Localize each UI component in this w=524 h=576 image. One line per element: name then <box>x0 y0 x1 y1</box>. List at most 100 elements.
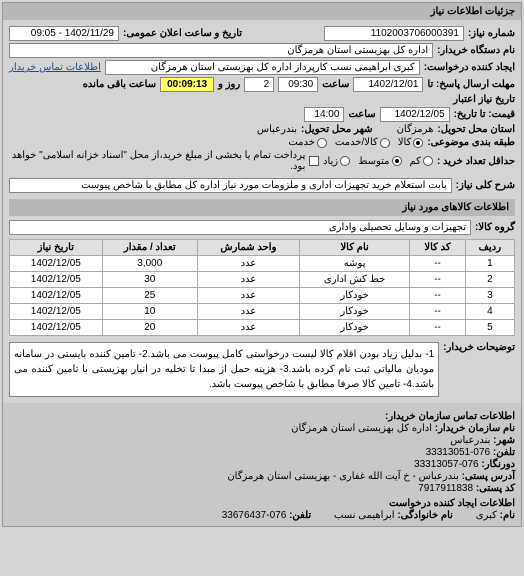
crit-mid[interactable]: متوسط <box>358 156 401 167</box>
table-cell: عدد <box>197 256 299 272</box>
table-row: 2--خط کش اداریعدد301402/12/05 <box>10 272 515 288</box>
deadline-time: 09:30 <box>278 77 318 92</box>
c-phone-value: 076-33676437 <box>222 510 287 521</box>
table-header: نام کالا <box>299 240 409 256</box>
table-cell: 1402/12/05 <box>10 288 103 304</box>
org-value: اداره کل بهزیستی استان هرمزگان <box>291 423 432 434</box>
lastname-label: نام خانوادگی: <box>397 510 453 521</box>
lastname-value: ابراهیمی نسب <box>334 510 395 521</box>
table-header: تعداد / مقدار <box>102 240 197 256</box>
table-cell: -- <box>410 256 465 272</box>
time-label-1: ساعت <box>322 79 349 90</box>
city-value: بندرعباس <box>257 124 297 135</box>
table-header: تاریخ نیاز <box>10 240 103 256</box>
announce-label: تاریخ و ساعت اعلان عمومی: <box>123 28 242 39</box>
radio-icon <box>380 138 390 148</box>
table-row: 4--خودکارعدد101402/12/05 <box>10 304 515 320</box>
radio-service[interactable]: خدمت <box>288 137 327 148</box>
table-cell: عدد <box>197 304 299 320</box>
radio-service-goods[interactable]: کالا/خدمت <box>335 137 390 148</box>
deadline-label: مهلت ارسال پاسخ: تا <box>427 79 515 90</box>
radio-icon <box>392 156 402 166</box>
price-date: 1402/12/05 <box>380 107 450 122</box>
table-row: 1--پوشهعدد3,0001402/12/05 <box>10 256 515 272</box>
postal-label: آدرس پستی: <box>462 471 515 482</box>
radio-icon <box>340 156 350 166</box>
details-panel: جزئیات اطلاعات نیاز شماره نیاز: 11020037… <box>2 2 522 527</box>
table-body: 1--پوشهعدد3,0001402/12/052--خط کش اداریع… <box>10 256 515 336</box>
payment-note: پرداخت تمام یا بخشی از مبلغ خرید،از محل … <box>9 150 305 172</box>
payment-checkbox[interactable] <box>309 156 319 166</box>
table-header: واحد شمارش <box>197 240 299 256</box>
deadline-date: 1402/12/01 <box>353 77 423 92</box>
group-field: تجهیزات و وسایل تحصیلی واداری <box>9 220 471 235</box>
contact-link[interactable]: اطلاعات تماس خریدار <box>9 62 101 73</box>
buyer-field: اداره کل بهزیستی استان هرمزگان <box>9 43 433 58</box>
table-cell: پوشه <box>299 256 409 272</box>
crit-low[interactable]: کم <box>410 156 433 167</box>
days-label: روز و <box>218 79 240 90</box>
c-city-label: شهر: <box>493 435 515 446</box>
table-cell: 2 <box>465 272 514 288</box>
contact-title: اطلاعات تماس سازمان خریدار: <box>9 411 515 422</box>
announce-field: 1402/11/29 - 09:05 <box>9 26 119 41</box>
postal-value: بندرعباس - خ آیت الله غفاری - بهزیستی اس… <box>227 471 458 482</box>
table-cell: عدد <box>197 320 299 336</box>
radio-goods[interactable]: کالا <box>398 137 424 148</box>
contact-section: اطلاعات تماس سازمان خریدار: نام سازمان خ… <box>3 403 521 526</box>
table-cell: 1402/12/05 <box>10 304 103 320</box>
number-field: 1102003706000391 <box>324 26 464 41</box>
table-cell: خودکار <box>299 320 409 336</box>
criticality-group: کم متوسط زیاد <box>323 156 433 167</box>
price-label: قیمت: تا تاریخ: <box>454 109 515 120</box>
table-cell: 3 <box>465 288 514 304</box>
radio-icon <box>317 138 327 148</box>
table-header-row: ردیفکد کالانام کالاواحد شمارشتعداد / مقد… <box>10 240 515 256</box>
phone-value: 076-33313051 <box>426 447 491 458</box>
province-value: هرمزگان <box>397 124 434 135</box>
table-cell: عدد <box>197 288 299 304</box>
subject-field: بابت استعلام خرید تجهیزات اداری و ملزوما… <box>9 178 452 193</box>
remain-label: ساعت باقی مانده <box>83 79 156 90</box>
province-label: استان محل تحویل: <box>437 124 515 135</box>
table-cell: 1402/12/05 <box>10 320 103 336</box>
table-row: 3--خودکارعدد251402/12/05 <box>10 288 515 304</box>
category-radio-group: کالا کالا/خدمت خدمت <box>288 137 423 148</box>
time-label-2: ساعت <box>348 109 375 120</box>
table-cell: 1402/12/05 <box>10 272 103 288</box>
name-label: نام: <box>500 510 515 521</box>
table-cell: 30 <box>102 272 197 288</box>
table-cell: 5 <box>465 320 514 336</box>
criticality-label: حداقل تعداد خرید : <box>437 156 515 167</box>
fax-value: 076-33313057 <box>414 459 479 470</box>
table-header: ردیف <box>465 240 514 256</box>
table-cell: 1 <box>465 256 514 272</box>
desc-text: 1- بدلیل زیاد بودن اقلام کالا لیست درخوا… <box>9 342 439 397</box>
city-label: شهر محل تحویل: <box>301 124 373 135</box>
main-content: شماره نیاز: 1102003706000391 تاریخ و ساع… <box>3 20 521 403</box>
phone-label: تلفن: <box>493 447 515 458</box>
table-row: 5--خودکارعدد201402/12/05 <box>10 320 515 336</box>
validity-label: تاریخ نیاز اعتبار <box>453 94 515 105</box>
c-phone-label: تلفن: <box>289 510 311 521</box>
radio-icon <box>413 138 423 148</box>
requester-field: کبری ابراهیمی نسب کارپرداز اداره کل بهزی… <box>105 60 420 75</box>
c-city-value: بندرعباس <box>450 435 490 446</box>
category-label: طبقه بندی موضوعی: <box>427 137 515 148</box>
subject-label: شرح کلی نیاز: <box>456 180 515 191</box>
table-cell: 20 <box>102 320 197 336</box>
requester-label: ایجاد کننده درخواست: <box>424 62 515 73</box>
table-cell: 1402/12/05 <box>10 256 103 272</box>
creator-section: اطلاعات ایجاد کننده درخواست <box>9 498 515 509</box>
fax-label: دورنگار: <box>481 459 515 470</box>
name-value: کبری <box>476 510 497 521</box>
desc-label: توضیحات خریدار: <box>443 342 515 353</box>
zip-label: کد پستی: <box>476 483 515 494</box>
countdown: 00:09:13 <box>160 77 214 92</box>
table-cell: -- <box>410 304 465 320</box>
group-label: گروه کالا: <box>475 222 515 233</box>
number-label: شماره نیاز: <box>468 28 515 39</box>
price-time: 14:00 <box>304 107 344 122</box>
crit-high[interactable]: زیاد <box>323 156 350 167</box>
zip-value: 7917911838 <box>418 483 473 494</box>
